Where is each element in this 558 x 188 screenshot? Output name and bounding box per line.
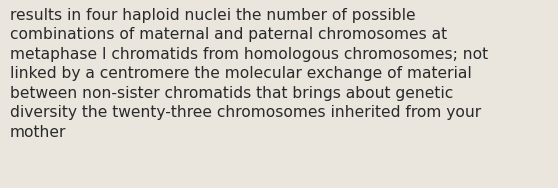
Text: results in four haploid nuclei the number of possible
combinations of maternal a: results in four haploid nuclei the numbe…	[10, 8, 488, 140]
